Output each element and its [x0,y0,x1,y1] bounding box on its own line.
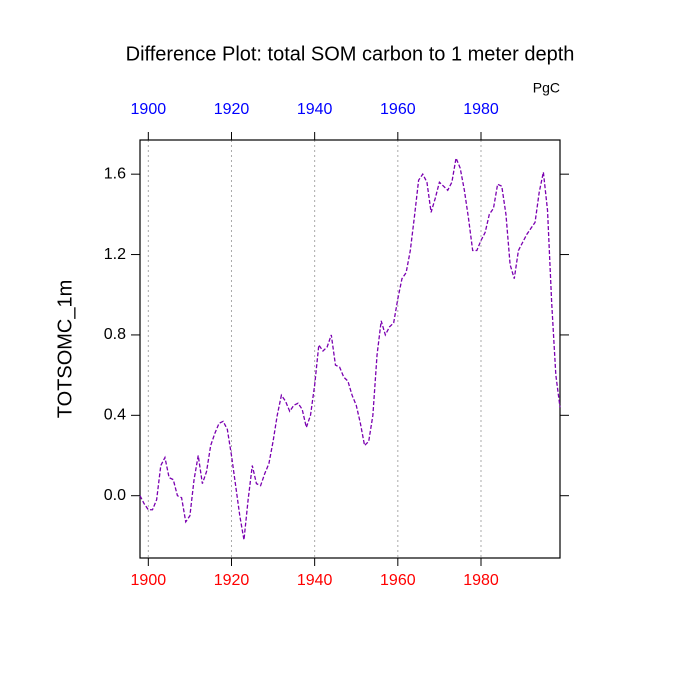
y-tick-label: 1.2 [104,246,126,263]
data-line [139,155,561,541]
y-tick-label: 0.8 [104,326,126,343]
x-tick-label-top: 1920 [214,101,250,118]
x-tick-label-top: 1900 [131,101,167,118]
y-tick-label: 0.0 [104,487,126,504]
y-tick-label: 1.6 [104,165,126,182]
plot-frame [139,139,561,559]
y-axis-label: TOTSOMC_1m [54,280,76,419]
units-label: PgC [533,80,560,96]
x-tick-label: 1940 [297,572,333,589]
y-tick-label: 0.4 [104,407,126,424]
x-tick-label: 1980 [463,572,499,589]
chart-title: Difference Plot: total SOM carbon to 1 m… [126,43,575,65]
x-tick-label-top: 1960 [380,101,416,118]
x-tick-label: 1900 [131,572,167,589]
x-tick-label: 1920 [214,572,250,589]
x-tick-label-top: 1940 [297,101,333,118]
x-tick-label-top: 1980 [463,101,499,118]
x-tick-label: 1960 [380,572,416,589]
